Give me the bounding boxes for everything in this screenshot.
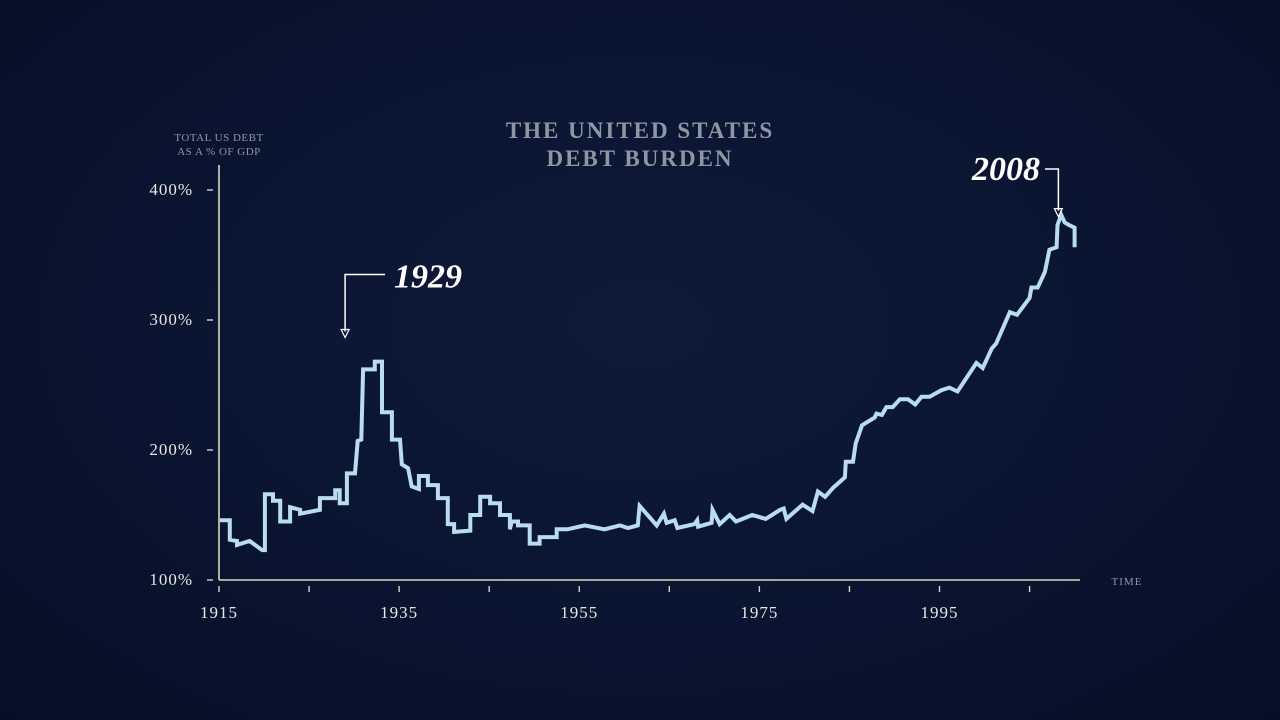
x-axis-label: TIME xyxy=(1112,576,1143,588)
y-axis-label-line-2: AS A % OF GDP xyxy=(177,146,261,158)
arrowhead-icon xyxy=(1053,208,1064,218)
debt-series-line xyxy=(219,209,1077,553)
y-tick-label: 400% xyxy=(149,180,193,199)
y-axis-label-line-1: TOTAL US DEBT xyxy=(174,132,263,144)
y-tick-label: 200% xyxy=(149,440,193,459)
chart-title-line-1: THE UNITED STATES xyxy=(506,118,774,143)
x-tick-label: 1935 xyxy=(380,603,418,622)
x-tick-label: 1975 xyxy=(740,603,778,622)
chart-title-line-2: DEBT BURDEN xyxy=(546,146,733,171)
x-tick-label: 1915 xyxy=(200,603,238,622)
y-tick-label: 100% xyxy=(149,570,193,589)
y-tick-label: 300% xyxy=(149,310,193,329)
annotation-2008-label: 2008 xyxy=(971,151,1040,188)
annotation-2008-arrow xyxy=(1045,168,1060,211)
arrowhead-icon xyxy=(340,328,351,339)
annotation-1929-label: 1929 xyxy=(394,259,462,296)
x-tick-label: 1955 xyxy=(560,603,598,622)
x-tick-label: 1995 xyxy=(921,603,959,622)
annotation-1929-arrow xyxy=(344,273,385,332)
